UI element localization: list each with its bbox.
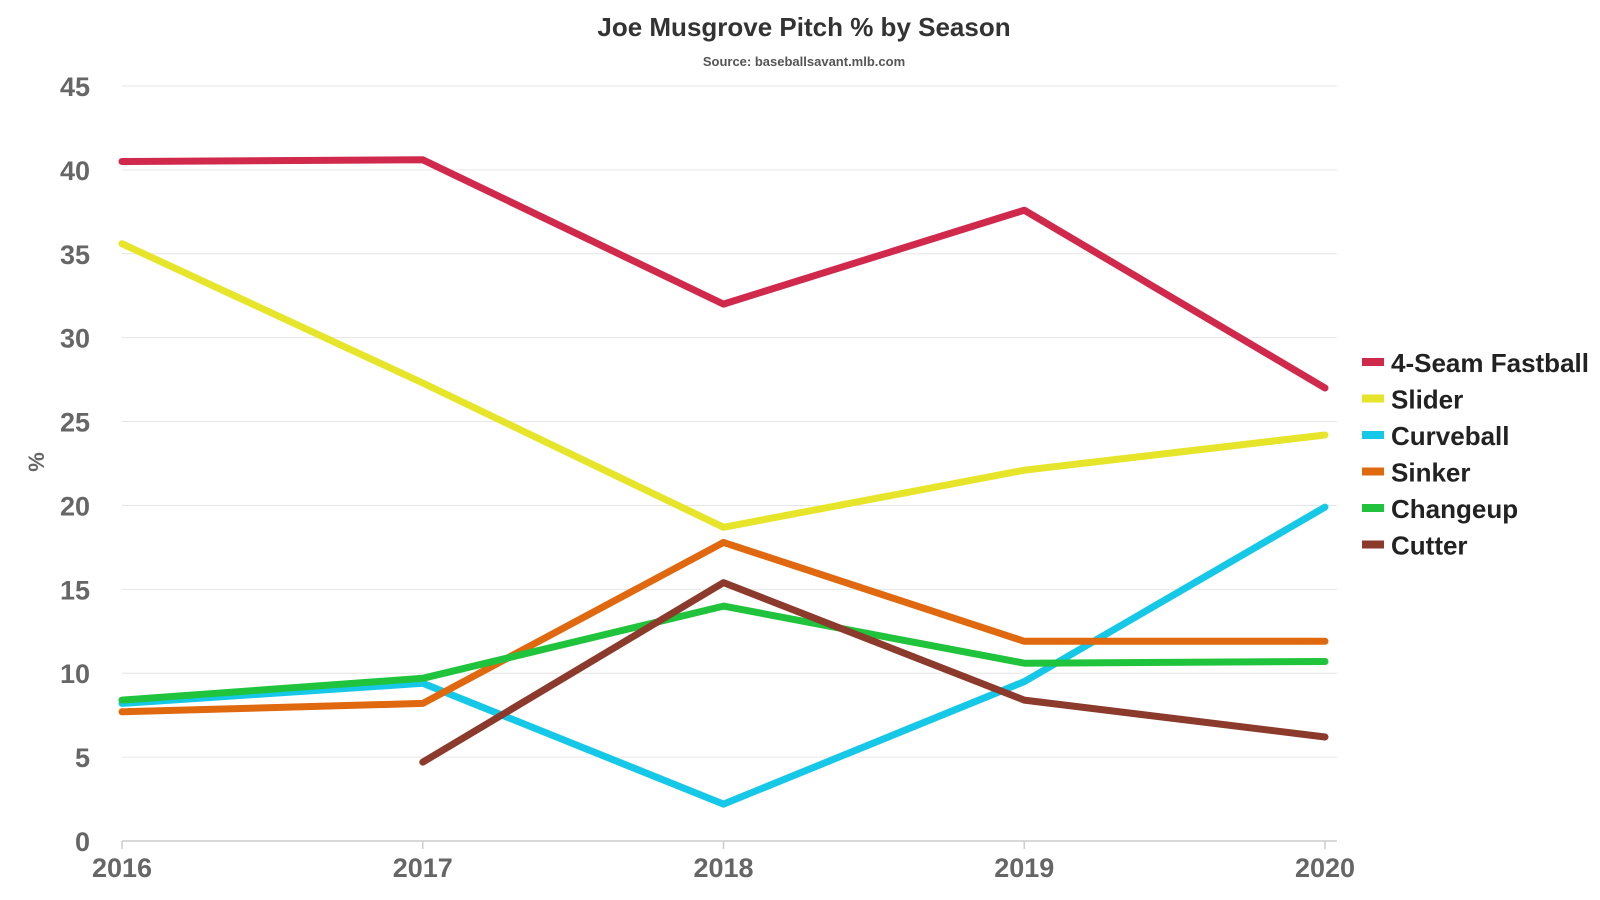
series-line-slider [118, 240, 1329, 531]
legend-label-changeup: Changeup [1391, 494, 1518, 524]
legend-swatch-slider [1362, 394, 1384, 403]
series-line-curveball [118, 503, 1329, 808]
y-tick-label: 10 [60, 659, 90, 689]
y-tick-label: 15 [60, 575, 90, 605]
series-line-changeup [118, 602, 1329, 704]
legend-swatch-cutter [1362, 540, 1384, 549]
y-tick-label: 40 [60, 156, 90, 186]
x-tick-label: 2016 [92, 853, 152, 883]
legend-swatch-curveball [1362, 431, 1384, 439]
legend-label-sinker: Sinker [1391, 458, 1471, 488]
y-tick-label: 20 [60, 491, 90, 521]
chart-subtitle: Source: baseballsavant.mlb.com [703, 54, 905, 69]
grid-lines [122, 85, 1337, 758]
y-tick-label: 45 [60, 72, 90, 102]
x-tick-label: 2019 [994, 853, 1054, 883]
chart-title: Joe Musgrove Pitch % by Season [597, 12, 1010, 42]
x-tick-label: 2020 [1295, 853, 1355, 883]
y-axis-label: % [24, 452, 49, 472]
x-tick-label: 2018 [693, 853, 753, 883]
x-tick-label: 2017 [393, 853, 453, 883]
series-line-4-seam-fastball [118, 156, 1329, 392]
axes: 0 5 10 15 20 25 30 35 40 45 2016 2017 2018 2019 2020 [60, 72, 1355, 883]
y-tick-label: 25 [60, 408, 90, 438]
y-tick-label: 30 [60, 324, 90, 354]
legend-label-curveball: Curveball [1391, 421, 1510, 451]
legend-swatch-sinker [1362, 467, 1384, 476]
y-tick-label: 0 [75, 827, 90, 857]
y-tick-label: 5 [75, 743, 90, 773]
legend-swatch-changeup [1362, 504, 1384, 512]
legend: 4-Seam Fastball Slider Curveball Sinker Chan… [1362, 348, 1589, 561]
series-lines [118, 156, 1329, 808]
legend-label-4-seam-fastball: 4-Seam Fastball [1391, 348, 1589, 378]
legend-swatch-4-seam-fastball [1362, 358, 1384, 366]
series-line-sinker [118, 538, 1329, 716]
y-tick-label: 35 [60, 240, 90, 270]
series-line-cutter [419, 579, 1329, 766]
legend-label-cutter: Cutter [1391, 531, 1468, 561]
legend-label-slider: Slider [1391, 385, 1463, 415]
